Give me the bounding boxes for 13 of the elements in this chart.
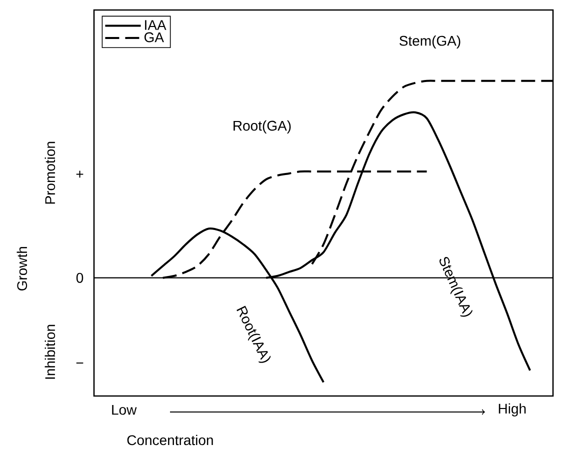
text: Stem(GA) (400, 36, 460, 49)
annotation: Root(GA) (234, 120, 291, 134)
text: 0 (76, 272, 84, 283)
text: Inhibition (44, 324, 56, 379)
text: Low (112, 405, 137, 415)
legend-label: GA (144, 32, 164, 42)
x-axis-title: Concentration (127, 434, 213, 446)
text: Promotion (44, 142, 56, 204)
text: − (76, 362, 84, 364)
text: + (76, 170, 84, 178)
text: High (498, 403, 526, 416)
legend-label: IAA (145, 20, 166, 30)
y-axis-title: Growth (16, 246, 28, 290)
